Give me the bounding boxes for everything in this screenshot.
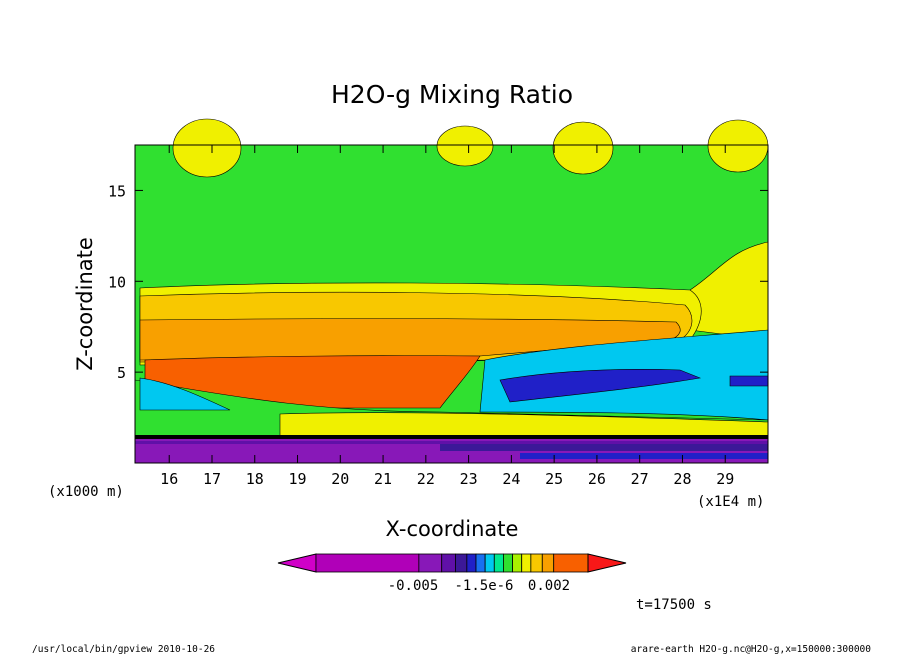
y-unit-note: (x1000 m) bbox=[48, 484, 124, 500]
y-tick-label: 5 bbox=[117, 364, 126, 382]
chart-title: H2O-g Mixing Ratio bbox=[331, 80, 573, 109]
colorbar-segment bbox=[494, 554, 503, 572]
x-tick-label: 22 bbox=[417, 470, 435, 488]
x-tick-label: 26 bbox=[588, 470, 606, 488]
x-tick-label: 24 bbox=[502, 470, 520, 488]
x-tick-label: 27 bbox=[631, 470, 649, 488]
contour-field bbox=[135, 119, 768, 463]
y-tick-label: 15 bbox=[108, 182, 126, 200]
time-label: t=17500 s bbox=[636, 597, 712, 613]
colorbar-labels: -0.005 -1.5e-6 0.002 bbox=[388, 578, 570, 594]
x-tick-label: 21 bbox=[374, 470, 392, 488]
footer-right: arare-earth_H2O-g.nc@H2O-g,x=150000:3000… bbox=[631, 644, 871, 654]
upper-moist-blob bbox=[173, 119, 241, 177]
colorbar-segment bbox=[513, 554, 522, 572]
colorbar-segment bbox=[316, 554, 419, 572]
upper-moist-blob bbox=[708, 120, 768, 172]
colorbar-under-arrow bbox=[278, 554, 316, 572]
colorbar-label: -1.5e-6 bbox=[454, 578, 513, 594]
colorbar-segment bbox=[542, 554, 553, 572]
dry-intrusion-blue bbox=[730, 376, 768, 386]
colorbar-label: -0.005 bbox=[388, 578, 439, 594]
bottom-layer-blue bbox=[520, 453, 768, 459]
x-tick-label: 28 bbox=[673, 470, 691, 488]
colorbar-segment bbox=[442, 554, 456, 572]
upper-moist-blob bbox=[553, 122, 613, 174]
colorbar-segment bbox=[503, 554, 512, 572]
chart: H2O-g Mixing Ratio bbox=[0, 0, 904, 654]
colorbar-over-arrow bbox=[588, 554, 626, 572]
colorbar-segment bbox=[485, 554, 494, 572]
bottom-layer-band bbox=[135, 441, 768, 444]
x-unit-note: (x1E4 m) bbox=[697, 494, 764, 510]
y-tick-label: 10 bbox=[108, 273, 126, 291]
x-tick-label: 20 bbox=[331, 470, 349, 488]
colorbar-segment bbox=[476, 554, 485, 572]
x-tick-label: 29 bbox=[716, 470, 734, 488]
x-tick-label: 16 bbox=[160, 470, 178, 488]
colorbar-segment bbox=[531, 554, 542, 572]
x-tick-label: 25 bbox=[545, 470, 563, 488]
colorbar-segment bbox=[455, 554, 466, 572]
upper-moist-blob bbox=[437, 126, 493, 166]
x-tick-label: 23 bbox=[460, 470, 478, 488]
x-tick-label: 18 bbox=[246, 470, 264, 488]
colorbar-segment bbox=[522, 554, 531, 572]
x-axis-label: X-coordinate bbox=[386, 517, 519, 541]
colorbar-segment bbox=[554, 554, 588, 572]
colorbar bbox=[278, 554, 626, 572]
footer-left: /usr/local/bin/gpview 2010-10-26 bbox=[32, 644, 215, 654]
colorbar-segment bbox=[467, 554, 476, 572]
boundary-line bbox=[135, 435, 768, 439]
y-axis-label: Z-coordinate bbox=[73, 237, 97, 371]
x-tick-label: 19 bbox=[288, 470, 306, 488]
colorbar-label: 0.002 bbox=[528, 578, 570, 594]
colorbar-segment bbox=[419, 554, 442, 572]
x-tick-label: 17 bbox=[203, 470, 221, 488]
